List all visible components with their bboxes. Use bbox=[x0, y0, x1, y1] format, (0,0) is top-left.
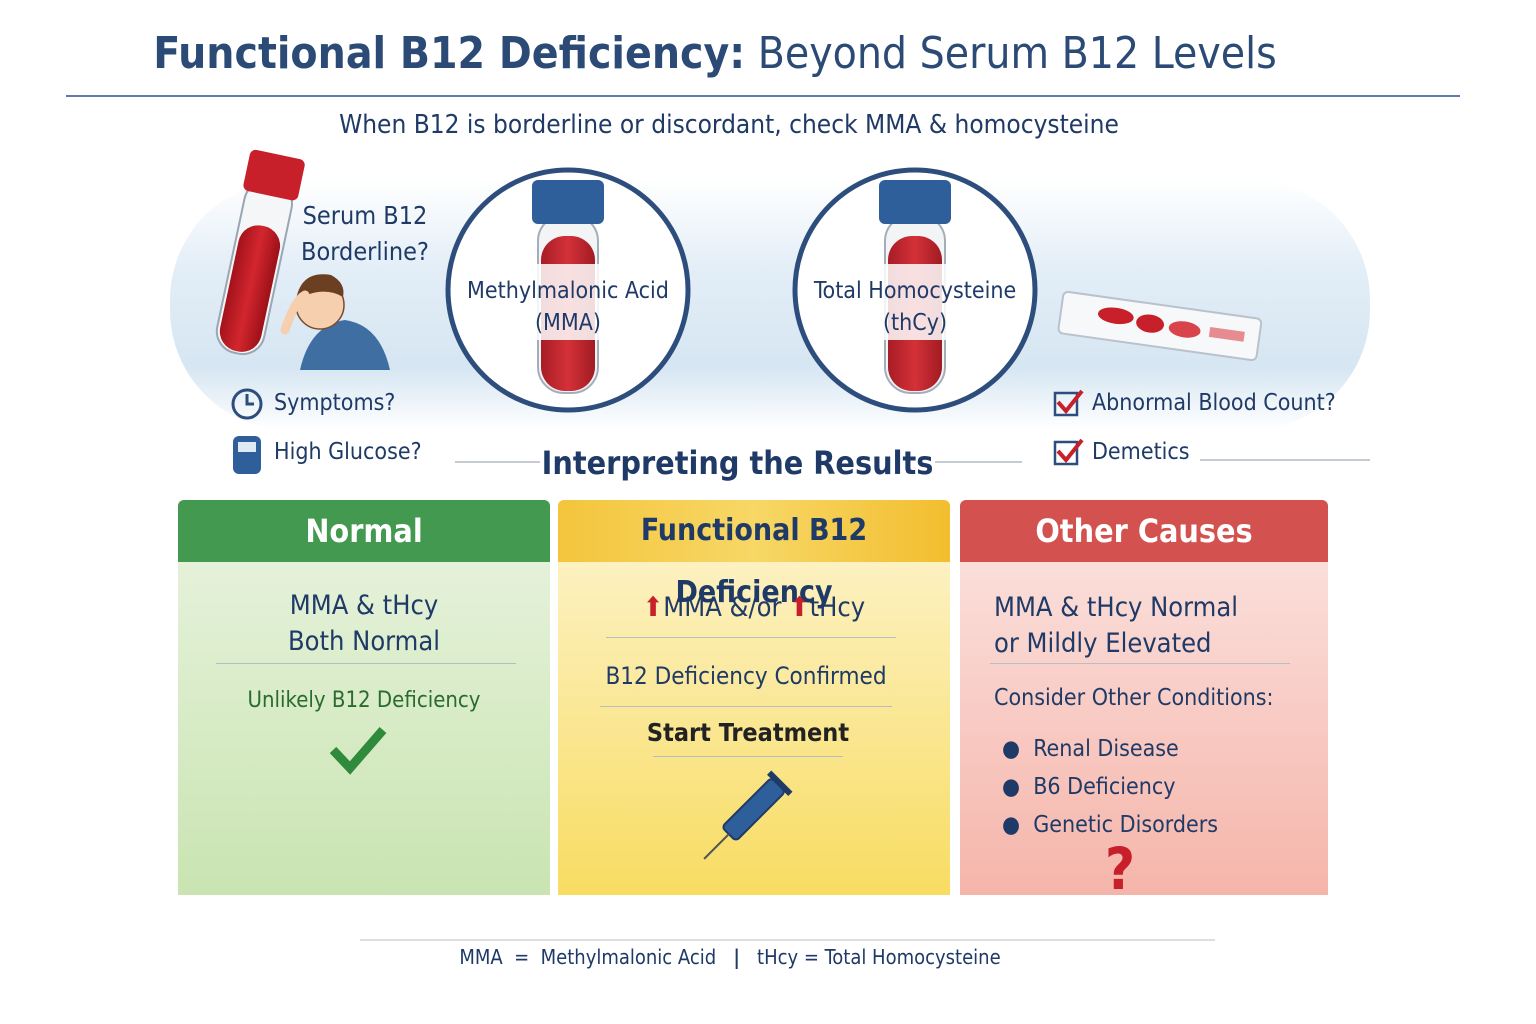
decoration bbox=[1056, 389, 1084, 415]
syringe-icon bbox=[703, 770, 793, 860]
decoration bbox=[815, 264, 1015, 340]
test-label: Total Homocysteine (thCy) bbox=[805, 275, 1025, 339]
text: Genetic Disorders bbox=[1033, 812, 1219, 838]
decoration bbox=[1053, 391, 1079, 417]
title-bold: Functional B12 Deficiency: bbox=[153, 28, 746, 79]
serum-question: Serum B12 Borderline? bbox=[290, 198, 440, 270]
footer-separator: | bbox=[733, 945, 740, 969]
glucose-meter-icon bbox=[233, 436, 261, 474]
decoration bbox=[1097, 307, 1134, 325]
text-line: (MMA) bbox=[534, 310, 601, 336]
text-line: Both Normal bbox=[288, 626, 440, 657]
decoration bbox=[243, 149, 305, 201]
card-title: Normal bbox=[178, 500, 550, 562]
text-line: MMA & tHcy bbox=[289, 590, 439, 621]
text-line: MMA & tHcy Normal bbox=[994, 592, 1238, 623]
result-card: Functional B12 Deficiency ⬆MMA &/or ⬆tHc… bbox=[558, 500, 950, 895]
decoration bbox=[1053, 440, 1079, 466]
text-part: tHcy bbox=[809, 592, 866, 623]
subtitle: When B12 is borderline or discordant, ch… bbox=[339, 110, 1119, 140]
checkbox-icon bbox=[1053, 389, 1084, 417]
result-card: Other Causes MMA & tHcy Normal or Mildly … bbox=[960, 500, 1328, 895]
decoration bbox=[280, 290, 310, 335]
test-circle bbox=[445, 167, 691, 413]
divider bbox=[216, 663, 516, 664]
check-icon bbox=[329, 727, 387, 775]
test-label: Methylmalonic Acid (MMA) bbox=[458, 275, 678, 339]
decoration bbox=[329, 727, 387, 775]
check-label: Abnormal Blood Count? bbox=[1092, 390, 1336, 416]
test-circle bbox=[792, 167, 1038, 413]
decoration bbox=[722, 778, 785, 841]
check-label: Demetics bbox=[1092, 439, 1190, 465]
list-item: ● B6 Deficiency bbox=[1002, 774, 1176, 800]
decoration bbox=[767, 770, 793, 796]
footer: MMA = Methylmalonic Acid | tHcy = Total … bbox=[360, 945, 1100, 969]
check-label: Symptoms? bbox=[274, 390, 396, 416]
decoration bbox=[703, 833, 730, 860]
divider bbox=[606, 637, 896, 638]
footer-text: MMA = Methylmalonic Acid bbox=[459, 945, 717, 969]
blood-slide bbox=[1057, 290, 1263, 362]
text-line: or Mildly Elevated bbox=[994, 628, 1212, 659]
decoration bbox=[1136, 314, 1165, 333]
card-title: Other Causes bbox=[960, 500, 1328, 562]
clock-icon bbox=[231, 388, 263, 420]
decoration bbox=[1056, 438, 1084, 464]
result-card: Normal MMA & tHcy Both Normal Unlikely B1… bbox=[178, 500, 550, 895]
decoration bbox=[468, 264, 668, 340]
decoration bbox=[219, 225, 281, 352]
divider bbox=[653, 756, 843, 757]
decoration bbox=[238, 442, 256, 452]
card-note: Consider Other Conditions: bbox=[994, 685, 1274, 711]
text-line: (thCy) bbox=[882, 310, 948, 336]
divider bbox=[990, 663, 1290, 664]
card-note: B12 Deficiency Confirmed bbox=[605, 662, 887, 690]
list-item: ● Genetic Disorders bbox=[1002, 812, 1219, 838]
decoration bbox=[879, 180, 951, 224]
title: Functional B12 Deficiency: Beyond Serum … bbox=[0, 28, 1430, 79]
text-part: MMA &/or bbox=[663, 592, 782, 623]
check-label: High Glucose? bbox=[274, 439, 422, 465]
card-note: Unlikely B12 Deficiency bbox=[247, 688, 481, 713]
text-line: Serum B12 bbox=[302, 201, 428, 230]
footer-text: tHcy = Total Homocysteine bbox=[757, 945, 1001, 969]
decoration bbox=[532, 180, 604, 224]
text-line: Borderline? bbox=[301, 237, 429, 266]
divider bbox=[600, 706, 892, 707]
section-title: Interpreting the Results bbox=[541, 444, 934, 482]
decoration bbox=[703, 770, 793, 860]
card-action: Start Treatment bbox=[646, 718, 850, 747]
text-line: Methylmalonic Acid bbox=[467, 278, 669, 304]
text: Renal Disease bbox=[1033, 736, 1179, 762]
decoration bbox=[1168, 321, 1201, 338]
condition-list: ● Renal Disease ● B6 Deficiency ● Geneti… bbox=[1002, 730, 1218, 844]
card-result: MMA & tHcy Normal or Mildly Elevated bbox=[994, 590, 1238, 662]
checkbox-icon bbox=[1053, 438, 1084, 466]
list-item: ● Renal Disease bbox=[1002, 736, 1179, 762]
question-mark: ? bbox=[1104, 835, 1136, 895]
text: B6 Deficiency bbox=[1033, 774, 1176, 800]
person-icon bbox=[280, 274, 390, 370]
text-line: Total Homocysteine bbox=[813, 278, 1017, 304]
decoration bbox=[1208, 327, 1245, 342]
decoration bbox=[245, 394, 254, 406]
title-rest: Beyond Serum B12 Levels bbox=[757, 28, 1277, 79]
card-title: Functional B12 Deficiency bbox=[558, 500, 950, 610]
blood-tube bbox=[215, 149, 305, 356]
decoration bbox=[300, 320, 390, 370]
card-result: ⬆MMA &/or ⬆tHcy bbox=[642, 592, 866, 623]
card-result: MMA & tHcy Both Normal bbox=[178, 588, 550, 660]
